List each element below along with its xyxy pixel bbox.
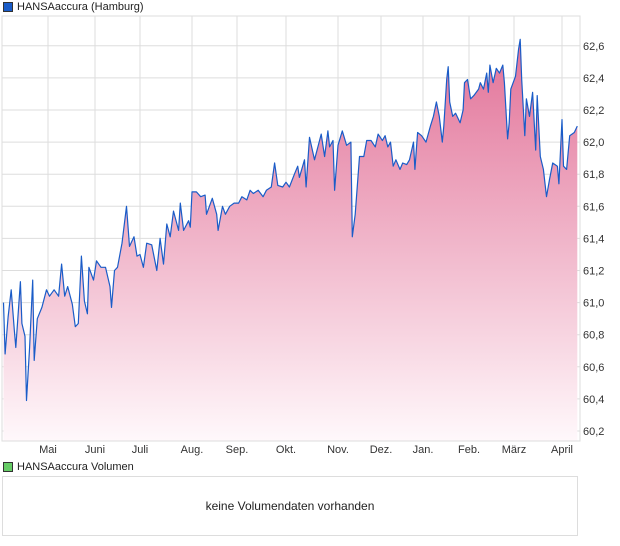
y-tick-label: 60,8 — [583, 330, 604, 342]
x-tick-label: Mai — [39, 444, 57, 456]
y-tick-label: 61,4 — [583, 233, 604, 245]
y-tick-label: 61,0 — [583, 298, 604, 310]
x-tick-label: Juni — [85, 444, 105, 456]
no-volume-message: keine Volumendaten vorhanden — [205, 499, 375, 513]
y-tick-label: 62,2 — [583, 105, 604, 117]
volume-legend: HANSAaccura Volumen — [3, 461, 134, 473]
plot-border — [1, 15, 581, 442]
price-legend-swatch — [3, 2, 13, 12]
y-tick-label: 60,4 — [583, 394, 604, 406]
y-tick-label: 61,8 — [583, 169, 604, 181]
y-tick-label: 61,2 — [583, 266, 604, 278]
y-tick-label: 60,6 — [583, 362, 604, 374]
price-chart: 60,2 60,4 60,6 60,8 61,0 61,2 61,4 61,6 61,8 62,0… — [1, 15, 604, 456]
x-tick-label: März — [502, 444, 526, 456]
y-tick-label: 62,0 — [583, 137, 604, 149]
y-tick-label: 62,4 — [583, 73, 604, 85]
price-area-fill — [3, 39, 578, 442]
y-tick-label: 61,6 — [583, 201, 604, 213]
x-tick-label: April — [551, 444, 573, 456]
volume-legend-label: HANSAaccura Volumen — [17, 461, 134, 473]
volume-legend-swatch — [3, 462, 13, 472]
volume-panel: keine Volumendaten vorhanden — [2, 476, 578, 536]
x-tick-label: Aug. — [181, 444, 204, 456]
price-legend: HANSAaccura (Hamburg) — [3, 1, 144, 13]
x-tick-label: Sep. — [226, 444, 249, 456]
x-tick-label: Juli — [132, 444, 149, 456]
x-tick-label: Okt. — [276, 444, 296, 456]
x-tick-label: Jan. — [413, 444, 434, 456]
price-legend-label: HANSAaccura (Hamburg) — [17, 1, 144, 13]
price-line — [2, 38, 578, 402]
x-tick-label: Nov. — [327, 444, 349, 456]
y-tick-label: 60,2 — [583, 426, 604, 438]
y-tick-label: 62,6 — [583, 41, 604, 53]
x-tick-label: Feb. — [458, 444, 480, 456]
x-tick-label: Dez. — [370, 444, 393, 456]
